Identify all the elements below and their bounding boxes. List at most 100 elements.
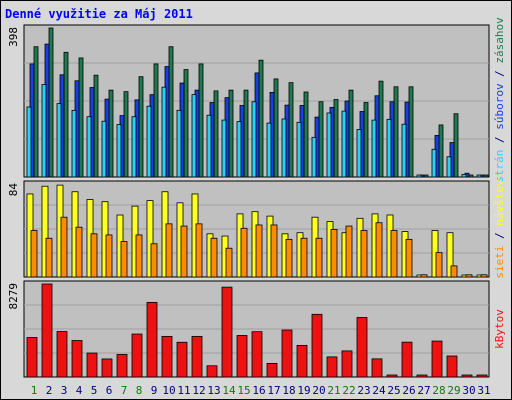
requests-bar-zásahov-day-25 xyxy=(393,86,399,178)
x-tick-label-day-31: 31 xyxy=(477,384,490,397)
traffic-bar-kBytov-day-22 xyxy=(341,350,353,378)
visits-legend: sieti / návštev xyxy=(493,179,506,279)
visits-bar-sieti-day-6 xyxy=(105,234,113,278)
x-tick-label-day-15: 15 xyxy=(237,384,250,397)
x-tick-label-day-8: 8 xyxy=(136,384,143,397)
requests-bar-zásahov-day-7 xyxy=(123,91,129,178)
visits-bar-sieti-day-12 xyxy=(195,223,203,278)
traffic-bar-kBytov-day-15 xyxy=(236,335,248,378)
visits-bar-návštev-day-2 xyxy=(41,185,49,278)
x-tick-label-day-28: 28 xyxy=(432,384,445,397)
requests-legend: strán / súborov / zásahov xyxy=(493,17,506,183)
requests-bar-strán-day-1 xyxy=(26,106,32,178)
visits-bar-sieti-day-23 xyxy=(360,230,368,278)
requests-bar-strán-day-13 xyxy=(206,114,212,178)
traffic-bar-kBytov-day-2 xyxy=(41,283,53,378)
visits-panel: 84 sieti / návštev xyxy=(7,179,506,279)
traffic-bar-kBytov-day-1 xyxy=(26,337,38,378)
x-tick-label-day-21: 21 xyxy=(327,384,340,397)
requests-legend-item: súborov xyxy=(493,83,506,130)
visits-bar-sieti-day-26 xyxy=(405,238,413,278)
requests-bar-zásahov-day-8 xyxy=(138,76,144,178)
requests-bar-zásahov-day-27 xyxy=(423,174,429,178)
x-tick-label-day-10: 10 xyxy=(162,384,175,397)
requests-bar-strán-day-24 xyxy=(371,119,377,178)
traffic-bar-kBytov-day-11 xyxy=(176,341,188,378)
x-tick-label-day-4: 4 xyxy=(76,384,83,397)
visits-bar-sieti-day-24 xyxy=(375,222,383,278)
x-tick-label-day-16: 16 xyxy=(252,384,265,397)
requests-bar-zásahov-day-9 xyxy=(153,63,159,178)
x-tick-label-day-3: 3 xyxy=(61,384,68,397)
visits-bar-sieti-day-4 xyxy=(75,226,83,278)
requests-bar-strán-day-28 xyxy=(431,148,437,178)
traffic-bar-kBytov-day-23 xyxy=(356,317,368,378)
traffic-legend: kBytov xyxy=(493,309,506,349)
x-tick-label-day-11: 11 xyxy=(177,384,190,397)
traffic-bar-kBytov-day-24 xyxy=(371,358,383,378)
traffic-bar-kBytov-day-19 xyxy=(296,344,308,378)
x-tick-label-day-23: 23 xyxy=(357,384,370,397)
requests-bar-zásahov-day-5 xyxy=(93,74,99,178)
requests-bar-zásahov-day-11 xyxy=(183,69,189,178)
requests-bar-zásahov-day-22 xyxy=(348,89,354,178)
chart-title: Denné využitie za Máj 2011 xyxy=(5,7,193,21)
requests-bar-strán-day-8 xyxy=(131,116,137,178)
x-tick-label-day-17: 17 xyxy=(267,384,280,397)
requests-bar-zásahov-day-19 xyxy=(303,91,309,178)
requests-bar-strán-day-27 xyxy=(416,174,422,178)
requests-panel: 398 strán / súborov / zásahov xyxy=(7,17,506,183)
visits-legend-item: sieti xyxy=(493,246,506,279)
visits-bar-sieti-day-2 xyxy=(45,237,53,278)
visits-bar-sieti-day-21 xyxy=(330,228,338,278)
requests-legend-item: / xyxy=(493,64,506,84)
visits-bar-sieti-day-8 xyxy=(135,234,143,278)
requests-bar-zásahov-day-13 xyxy=(213,90,219,178)
requests-bar-zásahov-day-4 xyxy=(78,57,84,178)
visits-bar-sieti-day-10 xyxy=(165,223,173,278)
traffic-bar-kBytov-day-25 xyxy=(386,374,398,378)
visits-bar-sieti-day-13 xyxy=(210,237,218,278)
requests-bar-zásahov-day-3 xyxy=(63,51,69,178)
x-tick-label-day-9: 9 xyxy=(151,384,158,397)
traffic-bar-kBytov-day-29 xyxy=(446,355,458,378)
requests-bar-strán-day-17 xyxy=(266,122,272,178)
traffic-bar-kBytov-day-6 xyxy=(101,358,113,378)
x-tick-label-day-2: 2 xyxy=(46,384,53,397)
requests-bar-strán-day-9 xyxy=(146,105,152,178)
requests-bar-zásahov-day-28 xyxy=(438,124,444,178)
requests-bar-strán-day-25 xyxy=(386,118,392,178)
visits-bar-sieti-day-27 xyxy=(420,274,428,278)
requests-bar-zásahov-day-30 xyxy=(468,174,474,178)
requests-bar-zásahov-day-20 xyxy=(318,101,324,178)
traffic-bar-kBytov-day-14 xyxy=(221,286,233,378)
traffic-bar-kBytov-day-30 xyxy=(461,374,473,378)
visits-bar-sieti-day-20 xyxy=(315,237,323,278)
requests-bar-strán-day-5 xyxy=(86,116,92,178)
requests-bar-strán-day-10 xyxy=(161,86,167,178)
requests-bar-zásahov-day-17 xyxy=(273,78,279,178)
x-tick-label-day-30: 30 xyxy=(462,384,475,397)
visits-bar-sieti-day-31 xyxy=(480,274,488,278)
visits-bar-sieti-day-30 xyxy=(465,274,473,278)
requests-bar-strán-day-21 xyxy=(326,112,332,178)
requests-bar-strán-day-6 xyxy=(101,120,107,178)
traffic-bar-kBytov-day-16 xyxy=(251,331,263,378)
requests-bar-zásahov-day-26 xyxy=(408,86,414,178)
requests-legend-item: / xyxy=(493,130,506,150)
traffic-bar-kBytov-day-3 xyxy=(56,331,68,378)
requests-bar-zásahov-day-12 xyxy=(198,63,204,178)
requests-bar-strán-day-18 xyxy=(281,118,287,178)
visits-legend-item: / xyxy=(493,226,506,246)
x-tick-label-day-29: 29 xyxy=(447,384,460,397)
requests-legend-item: strán xyxy=(493,150,506,183)
requests-bar-zásahov-day-10 xyxy=(168,46,174,178)
requests-bar-strán-day-29 xyxy=(446,156,452,178)
x-tick-label-day-6: 6 xyxy=(106,384,113,397)
x-tick-label-day-12: 12 xyxy=(192,384,205,397)
requests-bar-strán-day-11 xyxy=(176,109,182,178)
traffic-max-label: 8279 xyxy=(7,283,20,310)
x-tick-label-day-26: 26 xyxy=(402,384,415,397)
requests-bar-zásahov-day-16 xyxy=(258,59,264,178)
requests-bar-zásahov-day-6 xyxy=(108,89,114,178)
